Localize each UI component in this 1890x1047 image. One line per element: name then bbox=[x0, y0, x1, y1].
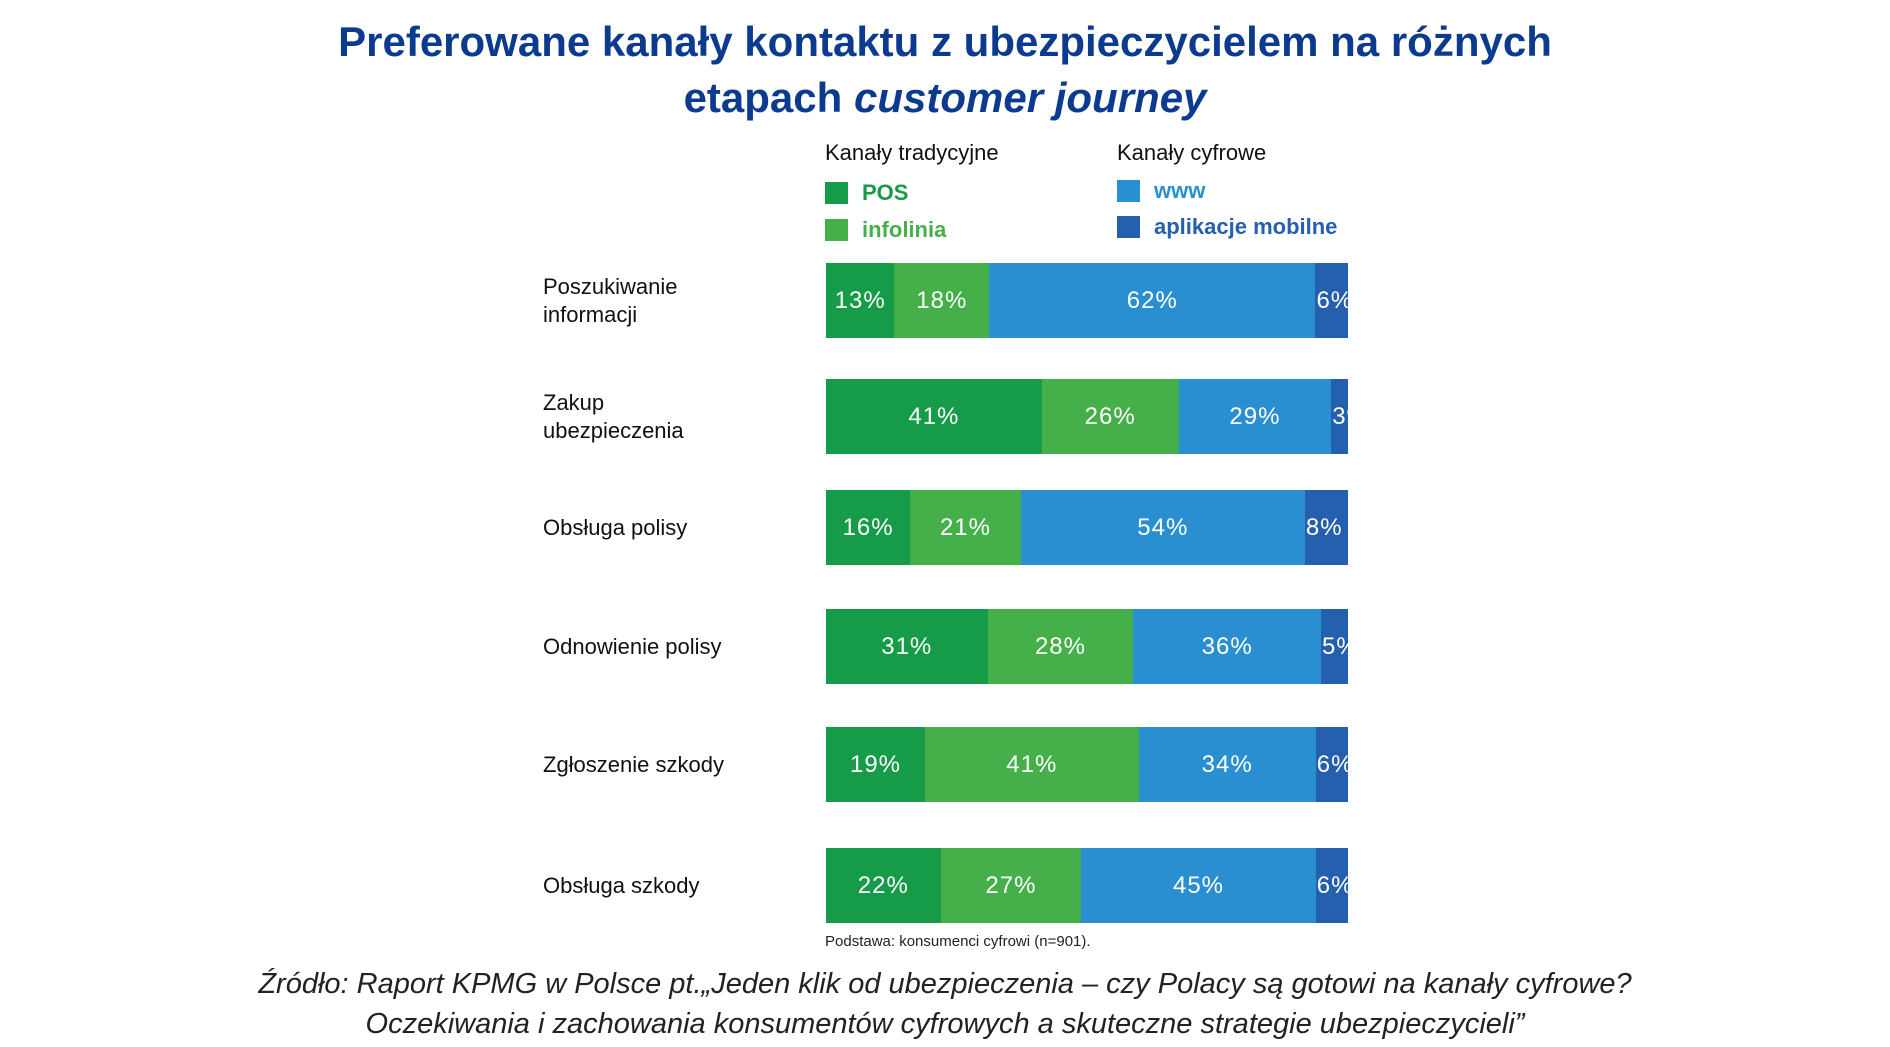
title-plain: etapach bbox=[683, 74, 854, 121]
chart-title-line1: Preferowane kanały kontaktu z ubezpieczy… bbox=[338, 18, 1552, 65]
data-label: 29% bbox=[1229, 402, 1281, 430]
bar-segment: 6% bbox=[1315, 263, 1348, 338]
bar-segment: 31% bbox=[826, 609, 988, 684]
legend-label: aplikacje mobilne bbox=[1154, 214, 1338, 239]
bar-segment: 62% bbox=[989, 263, 1316, 338]
data-label: 36% bbox=[1201, 632, 1253, 660]
category-label: Zakup ubezpieczenia bbox=[543, 389, 684, 443]
legend-swatch bbox=[1117, 180, 1140, 202]
data-label: 6% bbox=[1316, 750, 1348, 778]
legend-heading-digital: Kanały cyfrowe bbox=[1117, 140, 1267, 165]
category-label: Odnowienie polisy bbox=[543, 633, 722, 659]
legend-swatch bbox=[825, 182, 848, 204]
data-label: 31% bbox=[881, 632, 933, 660]
source-line1: Źródło: Raport KPMG w Polsce pt.„Jeden k… bbox=[258, 968, 1632, 1000]
category-label: Obsługa polisy bbox=[543, 514, 688, 540]
data-label: 26% bbox=[1084, 402, 1136, 430]
bar-segment: 41% bbox=[826, 379, 1042, 454]
data-label: 6% bbox=[1316, 286, 1348, 314]
legend-item-0: POS bbox=[825, 180, 908, 206]
data-label: 5% bbox=[1321, 632, 1348, 660]
data-label: 19% bbox=[849, 750, 902, 778]
data-label: 22% bbox=[857, 871, 909, 899]
bar-segment: 6% bbox=[1315, 848, 1348, 923]
bar-segment: 27% bbox=[940, 848, 1082, 923]
bar-segment: 3% bbox=[1331, 379, 1348, 454]
data-label: 13% bbox=[834, 286, 886, 314]
bar-segment: 54% bbox=[1020, 490, 1305, 565]
bar-segment: 6% bbox=[1315, 727, 1348, 802]
data-label: 34% bbox=[1201, 750, 1253, 778]
bar-segment: 41% bbox=[924, 727, 1139, 802]
bar-segment: 34% bbox=[1138, 727, 1316, 802]
data-label: 16% bbox=[842, 513, 894, 541]
stacked-bar: 31% 28% 36% 5% bbox=[826, 609, 1349, 684]
bar-segment: 5% bbox=[1320, 609, 1349, 684]
stacked-bar: 13% 18% 62% 6% bbox=[826, 263, 1348, 338]
stacked-bar: 41% 26% 29% 3% bbox=[826, 379, 1348, 454]
data-label: 3% bbox=[1332, 402, 1348, 430]
data-label: 41% bbox=[908, 402, 960, 430]
data-label: 45% bbox=[1172, 871, 1225, 899]
data-label: 54% bbox=[1137, 513, 1189, 541]
data-label: 21% bbox=[939, 513, 991, 541]
bar-segment: 8% bbox=[1304, 490, 1348, 565]
stacked-bar: 19% 41% 34% 6% bbox=[826, 727, 1348, 802]
legend-label: infolinia bbox=[862, 217, 947, 242]
legend-item-1: infolinia bbox=[825, 217, 946, 243]
data-label: 8% bbox=[1305, 513, 1343, 541]
legend-label: POS bbox=[862, 180, 909, 205]
bar-segment: 18% bbox=[894, 263, 990, 338]
source-line2: Oczekiwania i zachowania konsumentów cyf… bbox=[365, 1008, 1525, 1040]
bar-segment: 29% bbox=[1178, 379, 1332, 454]
stacked-bar: 16% 21% 54% 8% bbox=[826, 490, 1348, 565]
category-label: Poszukiwanie informacji bbox=[543, 273, 678, 327]
data-label: 41% bbox=[1006, 750, 1058, 778]
bar-segment: 36% bbox=[1133, 609, 1321, 684]
bar-segment: 21% bbox=[910, 490, 1021, 565]
data-label: 62% bbox=[1126, 286, 1178, 314]
legend-item-2: www bbox=[1117, 178, 1205, 204]
data-label: 28% bbox=[1034, 632, 1086, 660]
bar-segment: 16% bbox=[826, 490, 911, 565]
bar-segment: 13% bbox=[826, 263, 895, 338]
stacked-bar: 22% 27% 45% 6% bbox=[826, 848, 1348, 923]
data-label: 18% bbox=[916, 286, 968, 314]
bar-segment: 22% bbox=[826, 848, 941, 923]
bar-segment: 19% bbox=[826, 727, 925, 802]
bar-segment: 28% bbox=[987, 609, 1134, 684]
legend-swatch bbox=[825, 219, 848, 241]
category-label: Obsługa szkody bbox=[543, 872, 700, 898]
footnote: Podstawa: konsumenci cyfrowi (n=901). bbox=[825, 933, 1091, 950]
legend-swatch bbox=[1117, 216, 1140, 238]
data-label: 27% bbox=[985, 871, 1037, 899]
legend-heading-traditional: Kanały tradycyjne bbox=[825, 140, 999, 165]
title-italic: customer journey bbox=[853, 74, 1207, 121]
legend-item-3: aplikacje mobilne bbox=[1117, 214, 1337, 240]
bar-segment: 45% bbox=[1081, 848, 1316, 923]
bar-segment: 26% bbox=[1041, 379, 1179, 454]
category-label: Zgłoszenie szkody bbox=[543, 751, 724, 777]
data-label: 6% bbox=[1316, 871, 1348, 899]
chart-title-line2: etapach customer journey bbox=[0, 72, 1890, 124]
legend-label: www bbox=[1154, 178, 1206, 203]
